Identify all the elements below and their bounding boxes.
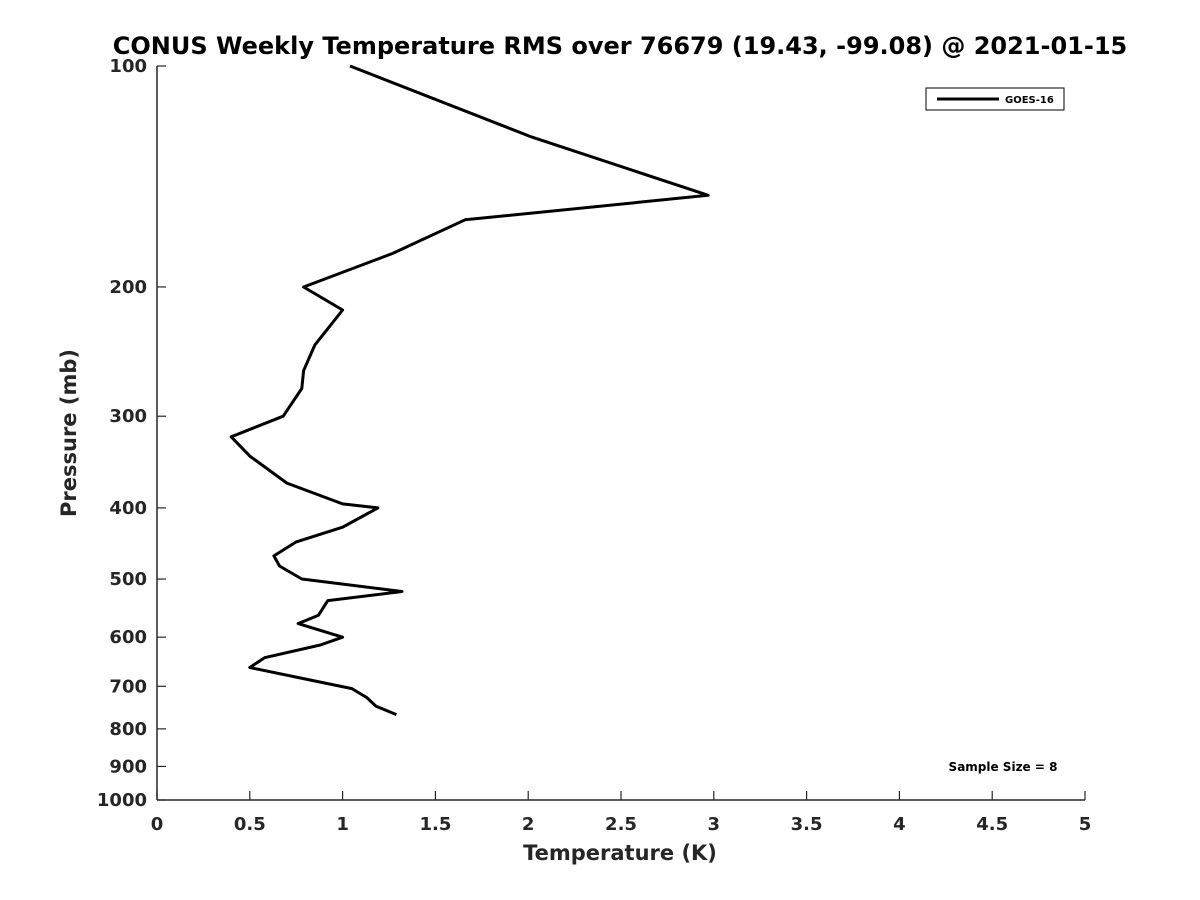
x-ticks: 0 0.5 1 1.5 2 2.5 3 3.5 4 4.5 5 <box>151 791 1092 835</box>
x-tick-label: 2.5 <box>605 814 637 835</box>
x-axis-label: Temperature (K) <box>523 841 717 865</box>
y-tick-label: 500 <box>109 569 147 590</box>
legend-label: GOES-16 <box>1005 95 1054 106</box>
series-layer <box>229 64 710 716</box>
y-tick-label: 100 <box>109 56 147 77</box>
y-ticks: 100 200 300 400 500 600 700 800 900 1000 <box>97 56 166 811</box>
y-tick-label: 1000 <box>97 790 147 811</box>
x-tick-label: 0 <box>151 814 164 835</box>
x-tick-label: 3 <box>708 814 721 835</box>
y-tick-label: 700 <box>109 676 147 697</box>
y-tick-label: 200 <box>109 277 147 298</box>
y-tick-label: 800 <box>109 719 147 740</box>
legend: GOES-16 <box>925 87 1065 111</box>
x-tick-label: 0.5 <box>234 814 266 835</box>
sample-size-annotation: Sample Size = 8 <box>949 760 1058 774</box>
y-tick-label: 300 <box>109 406 147 427</box>
y-tick-label: 900 <box>109 756 147 777</box>
x-tick-label: 4.5 <box>976 814 1008 835</box>
x-tick-label: 1.5 <box>419 814 451 835</box>
y-tick-label: 600 <box>109 627 147 648</box>
axes <box>156 66 1085 801</box>
chart-title: CONUS Weekly Temperature RMS over 76679 … <box>113 32 1127 60</box>
series-line <box>229 64 710 716</box>
x-tick-label: 1 <box>336 814 349 835</box>
y-tick-label: 400 <box>109 498 147 519</box>
x-tick-label: 4 <box>893 814 906 835</box>
x-tick-label: 2 <box>522 814 535 835</box>
x-tick-label: 5 <box>1079 814 1092 835</box>
y-axis-label: Pressure (mb) <box>57 349 81 517</box>
x-tick-label: 3.5 <box>791 814 823 835</box>
